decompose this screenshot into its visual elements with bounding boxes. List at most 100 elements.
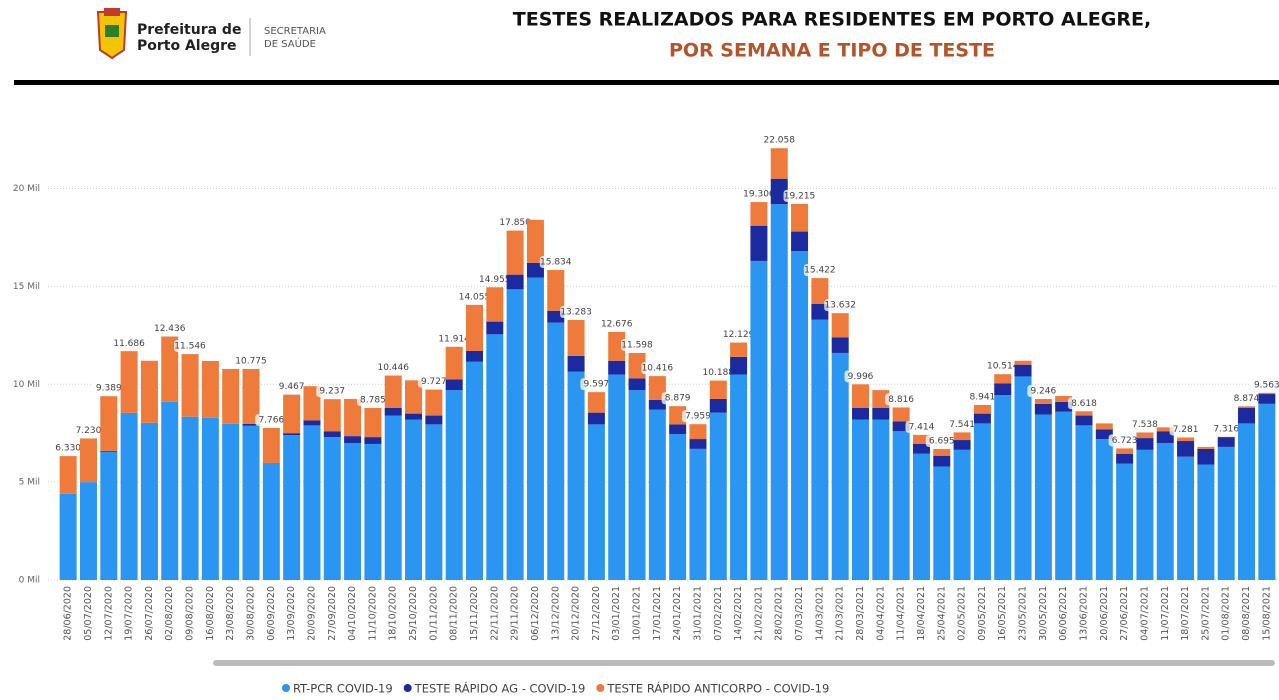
- total-label: 15.422: [804, 266, 836, 276]
- bar-segment: [709, 398, 727, 413]
- bar-segment: [1177, 437, 1195, 442]
- total-label: 7.316: [1213, 424, 1239, 434]
- bar-segment: [405, 413, 423, 420]
- total-label-bg: [783, 189, 816, 202]
- bar-segment: [1095, 423, 1113, 430]
- total-label-bg: [600, 317, 633, 330]
- bar-segment: [283, 394, 301, 434]
- y-tick-label: 15 Mil: [13, 282, 40, 292]
- bar-segment: [181, 416, 199, 580]
- bar-segment: [852, 407, 870, 420]
- bar-segment: [201, 417, 219, 580]
- bar-segment: [994, 383, 1012, 396]
- x-tick-label: 04/10/2020: [347, 586, 358, 641]
- x-tick-label: 06/06/2021: [1058, 586, 1069, 641]
- total-label: 14.055: [459, 292, 491, 302]
- total-label-bg: [681, 410, 714, 423]
- bar-segment: [59, 493, 77, 580]
- total-label-bg: [925, 434, 958, 447]
- total-label: 7.230: [76, 426, 102, 436]
- x-tick-label: 17/01/2021: [652, 586, 663, 641]
- bar-segment: [892, 431, 910, 580]
- bar-segment: [1238, 423, 1256, 580]
- total-label: 10.514: [987, 362, 1019, 372]
- total-label: 9.246: [1030, 387, 1056, 397]
- bar-segment: [303, 386, 321, 421]
- bar-segment: [852, 384, 870, 408]
- bar-segment: [100, 396, 118, 451]
- total-label: 12.436: [154, 324, 186, 334]
- legend-label: RT-PCR COVID-19: [293, 682, 393, 696]
- x-tick-label: 18/10/2020: [388, 586, 399, 641]
- x-tick-label: 22/11/2020: [489, 586, 500, 641]
- bar-segment: [608, 360, 626, 375]
- chart-title: TESTES REALIZADOS PARA RESIDENTES EM POR…: [513, 9, 1151, 31]
- bar-segment: [689, 424, 707, 440]
- bar-segment: [465, 304, 483, 351]
- total-label: 15.834: [540, 258, 572, 268]
- bar-segment: [811, 278, 829, 304]
- total-label: 11.914: [438, 334, 470, 344]
- legend-label: TESTE RÁPIDO AG - COVID-19: [414, 681, 586, 696]
- bar-segment: [425, 389, 443, 416]
- total-label-bg: [722, 328, 755, 341]
- bar-segment: [1217, 446, 1235, 580]
- total-label: 7.766: [258, 415, 284, 425]
- bar-segment: [222, 368, 240, 424]
- x-tick-label: 13/09/2020: [286, 586, 297, 641]
- total-label: 9.597: [584, 380, 610, 390]
- x-tick-label: 16/08/2020: [205, 586, 216, 641]
- bar-segment: [770, 178, 788, 205]
- bar-segment: [831, 352, 849, 580]
- total-label-bg: [235, 355, 268, 368]
- bar-segment: [384, 375, 402, 408]
- total-label-bg: [377, 361, 410, 374]
- bar-segment: [79, 438, 97, 483]
- total-label-bg: [621, 338, 654, 351]
- total-label: 8.785: [360, 396, 386, 406]
- x-tick-label: 28/03/2021: [855, 586, 866, 641]
- total-label: 11.686: [113, 339, 145, 349]
- x-tick-label: 13/06/2021: [1078, 586, 1089, 641]
- bar-segment: [912, 443, 930, 454]
- bar-segment: [669, 424, 687, 435]
- bar-segment: [994, 374, 1012, 384]
- total-label: 9.467: [279, 382, 305, 392]
- total-label: 6.695: [929, 436, 955, 446]
- x-tick-label: 25/10/2020: [408, 586, 419, 641]
- bar-segment: [547, 270, 565, 311]
- scrollbar[interactable]: [213, 660, 1275, 666]
- y-tick-label: 5 Mil: [19, 478, 40, 488]
- x-tick-label: 13/12/2020: [550, 586, 561, 641]
- bar-segment: [628, 378, 646, 391]
- bar-segment: [384, 415, 402, 580]
- y-tick-label: 10 Mil: [13, 380, 40, 390]
- bar-segment: [1197, 446, 1215, 449]
- bar-segment: [1014, 360, 1032, 365]
- total-label-bg: [885, 393, 918, 406]
- x-tick-label: 27/12/2020: [591, 586, 602, 641]
- bar-segment: [587, 424, 605, 580]
- total-label-bg: [52, 442, 85, 455]
- bar-segment: [120, 412, 138, 580]
- bar-segment: [323, 431, 341, 438]
- bar-segment: [587, 392, 605, 413]
- total-label-bg: [478, 273, 511, 286]
- bar-segment: [567, 355, 585, 372]
- legend-marker: [403, 684, 412, 692]
- total-label: 13.632: [824, 301, 856, 311]
- x-tick-label: 20/06/2021: [1099, 586, 1110, 641]
- bar-segment: [283, 433, 301, 436]
- bar-segment: [1136, 438, 1154, 450]
- bar-segment: [445, 390, 463, 580]
- bar-segment: [1238, 406, 1256, 408]
- bar-segment: [303, 425, 321, 580]
- bar-segment: [689, 448, 707, 580]
- x-tick-label: 09/05/2021: [977, 586, 988, 641]
- bar-segment: [608, 374, 626, 580]
- bar-segment: [364, 437, 382, 444]
- bar-segment: [872, 407, 890, 420]
- total-label-bg: [905, 420, 938, 433]
- header-rule: [14, 80, 1279, 85]
- bar-segment: [1258, 392, 1276, 395]
